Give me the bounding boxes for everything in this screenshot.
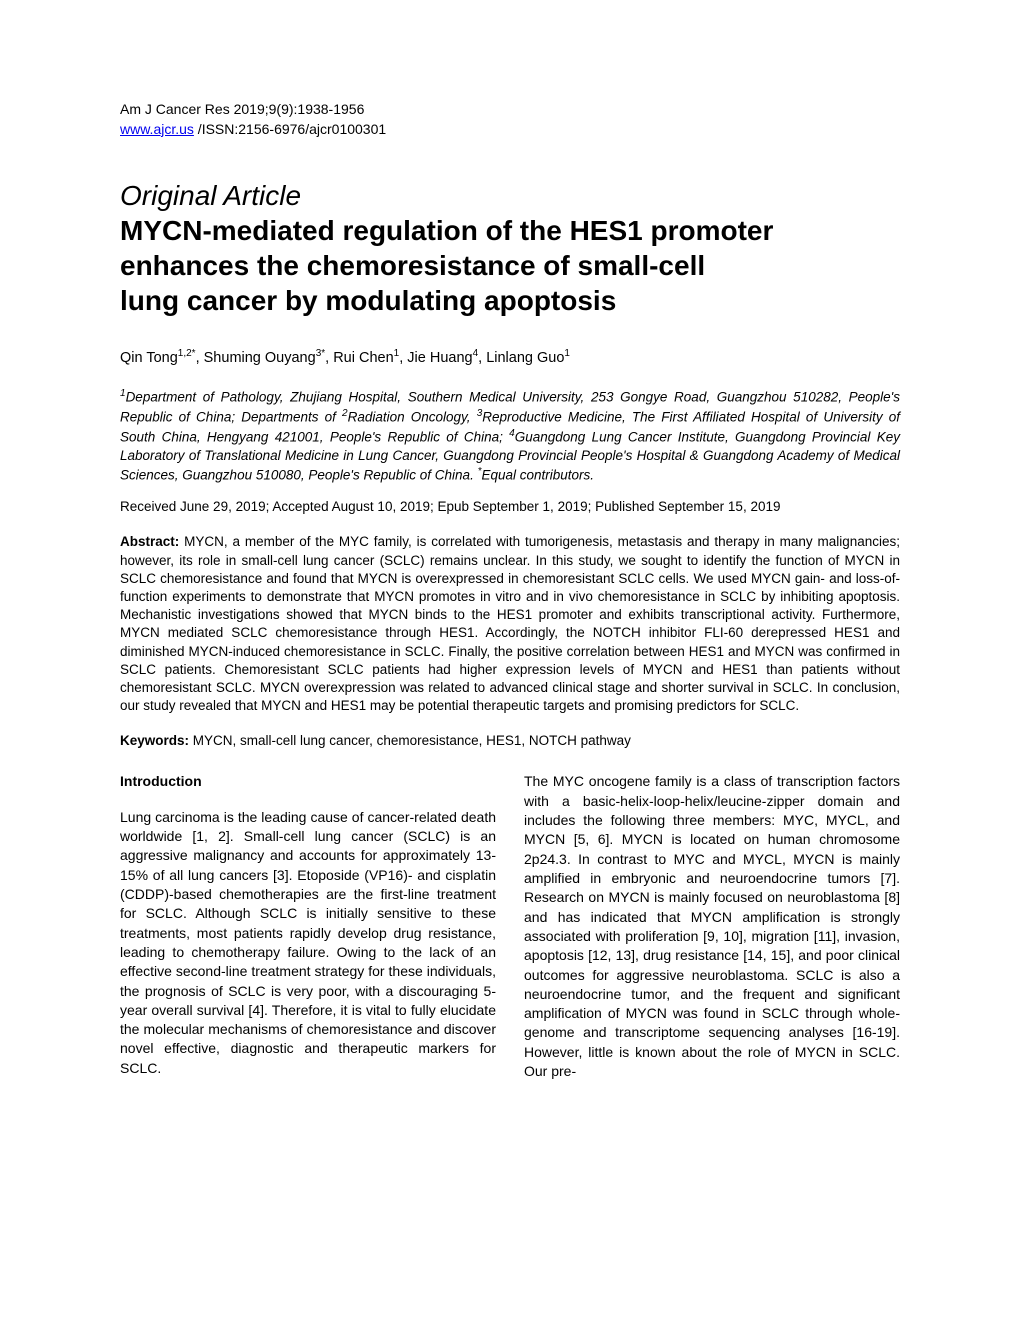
keywords-text: MYCN, small-cell lung cancer, chemoresis… [193,733,631,748]
author-3-sup: 1 [394,348,400,359]
author-2: Shuming Ouyang [204,350,316,366]
author-2-sup: 3* [316,348,325,359]
aff-text-2: Radiation Oncology, [348,410,477,425]
body-columns: Introduction Lung carcinoma is the leadi… [120,772,900,1081]
issn-text: /ISSN:2156-6976/ajcr0100301 [194,121,386,137]
dates-line: Received June 29, 2019; Accepted August … [120,498,900,517]
author-5: Linlang Guo [486,350,564,366]
authors-line: Qin Tong1,2*, Shuming Ouyang3*, Rui Chen… [120,346,900,370]
journal-link[interactable]: www.ajcr.us [120,121,194,137]
aff-text-5: Equal contributors. [481,467,594,482]
intro-paragraph-left: Lung carcinoma is the leading cause of c… [120,808,496,1078]
keywords-label: Keywords: [120,733,193,748]
author-4: Jie Huang [407,350,472,366]
article-type: Original Article [120,179,900,213]
column-right: The MYC oncogene family is a class of tr… [524,772,900,1081]
article-title-line2: enhances the chemoresistance of small-ce… [120,248,900,283]
journal-url-line: www.ajcr.us /ISSN:2156-6976/ajcr0100301 [120,120,900,140]
author-3: Rui Chen [333,350,393,366]
column-left: Introduction Lung carcinoma is the leadi… [120,772,496,1081]
article-title-line1: MYCN-mediated regulation of the HES1 pro… [120,213,900,248]
keywords-block: Keywords: MYCN, small-cell lung cancer, … [120,732,900,751]
abstract-block: Abstract: MYCN, a member of the MYC fami… [120,533,900,715]
article-title-line3: lung cancer by modulating apoptosis [120,283,900,318]
introduction-heading: Introduction [120,772,496,791]
affiliations: 1Department of Pathology, Zhujiang Hospi… [120,387,900,484]
intro-paragraph-right: The MYC oncogene family is a class of tr… [524,772,900,1081]
journal-citation: Am J Cancer Res 2019;9(9):1938-1956 [120,100,900,120]
author-4-sup: 4 [473,348,479,359]
abstract-text: MYCN, a member of the MYC family, is cor… [120,534,900,713]
author-1-sup: 1,2* [178,348,196,359]
author-5-sup: 1 [564,348,570,359]
abstract-label: Abstract: [120,534,184,549]
author-1: Qin Tong [120,350,178,366]
